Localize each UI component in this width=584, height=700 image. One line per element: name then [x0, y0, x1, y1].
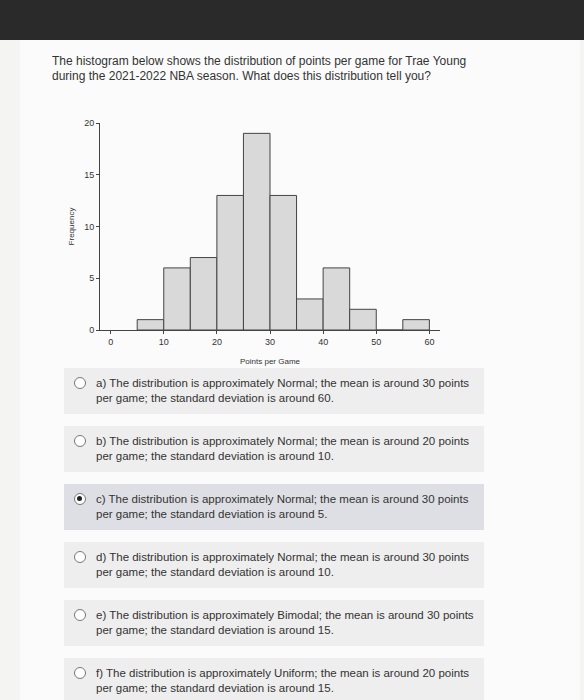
svg-text:10: 10: [159, 337, 169, 347]
svg-text:20: 20: [212, 337, 222, 347]
svg-text:5: 5: [89, 273, 94, 283]
svg-text:10: 10: [84, 222, 94, 232]
html-text:d) The distribution is approxi: d) The distribution is approximately Nor…: [96, 551, 470, 578]
svg-text:15: 15: [84, 170, 94, 180]
html-text:e) The distribution is approxi: e) The distribution is approximately Bim…: [96, 609, 474, 636]
svg-text:30: 30: [265, 337, 275, 347]
html-text:c) The distribution is approxi: c) The distribution is approximately Nor…: [96, 493, 469, 520]
svg-text:Points per Game: Points per Game: [240, 357, 301, 366]
svg-text:50: 50: [371, 337, 381, 347]
svg-text:20: 20: [84, 118, 94, 128]
html-text:a) The distribution is approxi: a) The distribution is approximately Nor…: [96, 377, 470, 404]
svg-text:0: 0: [89, 325, 94, 335]
svg-text:0: 0: [108, 337, 113, 347]
svg-text:Frequency: Frequency: [67, 208, 76, 246]
html-text:f) The distribution is approxi: f) The distribution is approximately Uni…: [96, 667, 470, 694]
html-text:The histogram below shows the: The histogram below shows the distributi…: [52, 54, 467, 83]
svg-text:40: 40: [318, 337, 328, 347]
svg-text:60: 60: [424, 337, 434, 347]
html-text:b) The distribution is approxi: b) The distribution is approximately Nor…: [96, 435, 470, 462]
